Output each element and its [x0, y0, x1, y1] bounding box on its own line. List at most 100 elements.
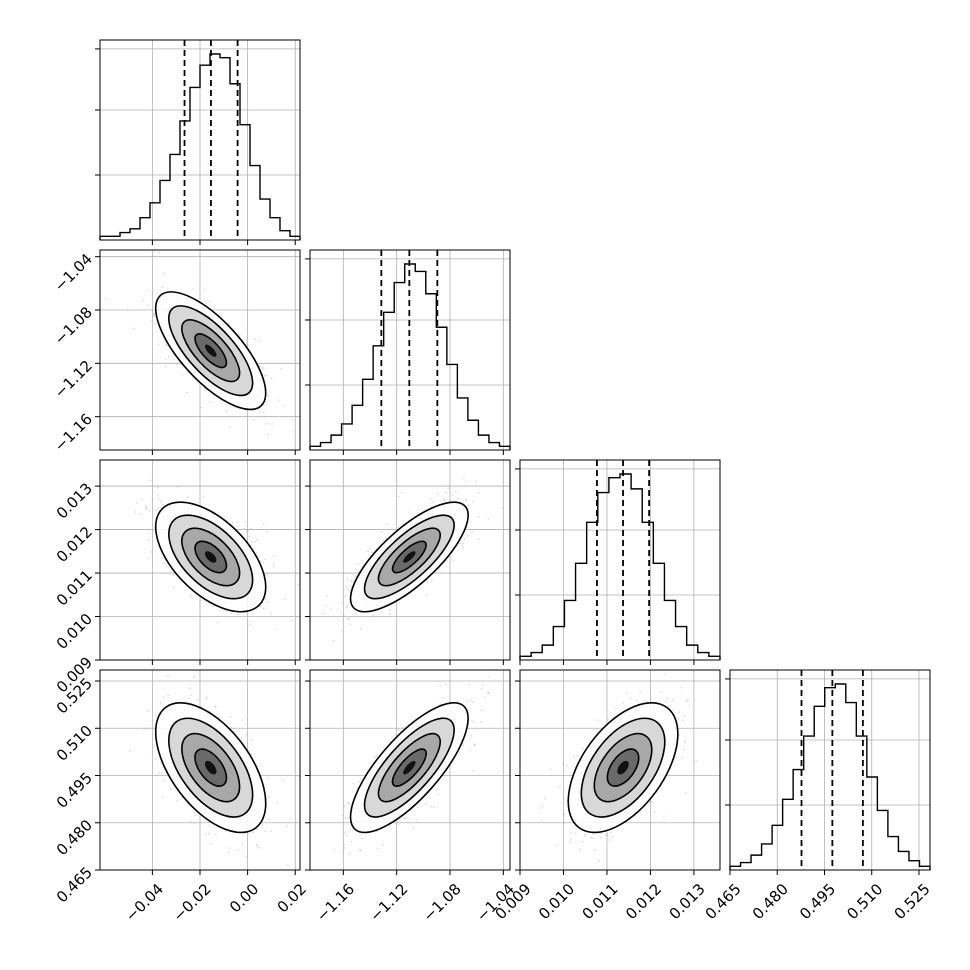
sample-point: [360, 628, 362, 631]
sample-point: [267, 433, 269, 436]
sample-point: [442, 696, 444, 699]
sample-point: [683, 715, 686, 718]
sample-point: [412, 827, 415, 829]
sample-point: [349, 853, 351, 855]
contour-3: [391, 748, 427, 787]
sample-point: [161, 765, 164, 768]
sample-point: [381, 610, 383, 613]
sample-point: [389, 825, 392, 827]
sample-point: [347, 588, 349, 591]
sample-point: [149, 479, 152, 481]
sample-point: [191, 596, 193, 599]
sample-point: [471, 720, 473, 722]
sample-point: [574, 832, 577, 834]
sample-point: [139, 513, 142, 516]
sample-point: [432, 806, 435, 809]
contour-0: [154, 702, 267, 834]
sample-point: [250, 544, 253, 546]
sample-point: [563, 813, 566, 816]
xtick-label-p2-3: 0.012: [622, 880, 665, 923]
sample-point: [151, 498, 154, 501]
contour-0: [349, 501, 469, 613]
sample-point: [478, 516, 480, 518]
sample-point: [398, 823, 400, 825]
sample-point: [275, 801, 278, 804]
sample-point: [181, 373, 184, 376]
sample-point: [255, 538, 258, 541]
sample-point: [351, 580, 353, 583]
sample-point: [403, 817, 405, 820]
sample-point: [239, 334, 241, 337]
sample-point: [162, 503, 164, 506]
sample-point: [262, 404, 265, 407]
contour-0: [349, 702, 469, 834]
histogram-0: [99, 53, 301, 240]
sample-point: [266, 422, 269, 425]
sample-point: [370, 551, 373, 554]
sample-point: [145, 505, 148, 508]
sample-point: [346, 801, 349, 804]
contour-2: [377, 527, 441, 587]
sample-point: [167, 355, 170, 358]
sample-point: [158, 251, 161, 254]
xtick-label-p2-2: 0.011: [579, 880, 622, 923]
contour-3: [194, 748, 228, 787]
sample-point: [148, 538, 150, 541]
sample-point: [443, 498, 445, 500]
sample-point: [161, 286, 164, 288]
density-level-4: [204, 760, 217, 775]
sample-point: [487, 676, 490, 678]
sample-point: [451, 494, 454, 497]
sample-point: [442, 499, 445, 502]
sample-point: [471, 531, 473, 533]
sample-point: [458, 751, 461, 754]
sample-point: [407, 817, 409, 820]
sample-point: [206, 696, 209, 699]
sample-point: [268, 452, 270, 454]
sample-point: [675, 756, 677, 759]
sample-point: [193, 676, 195, 678]
hist-panel-3: [725, 669, 931, 875]
sample-point: [462, 542, 464, 545]
sample-point: [350, 585, 353, 588]
sample-point: [177, 485, 180, 488]
sample-point: [375, 755, 378, 758]
sample-point: [326, 594, 329, 597]
sample-point: [349, 803, 351, 806]
sample-point: [487, 692, 490, 695]
sample-point: [244, 521, 247, 523]
contour-0: [567, 702, 679, 834]
sample-point: [245, 529, 248, 532]
sample-point: [217, 621, 219, 624]
sample-point: [570, 838, 572, 841]
sample-point: [167, 674, 169, 677]
sample-point: [152, 315, 155, 318]
sample-point: [466, 535, 469, 537]
sample-point: [541, 804, 544, 807]
sample-point: [322, 612, 324, 615]
sample-point: [267, 796, 270, 799]
sample-point: [565, 764, 568, 767]
sample-point: [270, 613, 273, 615]
sample-point: [148, 509, 151, 512]
sample-point: [264, 830, 267, 833]
sample-point: [227, 851, 230, 854]
sample-point: [664, 700, 667, 702]
sample-point: [611, 835, 614, 838]
sample-point: [559, 786, 561, 788]
histogram-2: [519, 473, 721, 660]
sample-point: [153, 312, 156, 315]
sample-point: [687, 699, 689, 702]
sample-point: [146, 528, 149, 531]
sample-point: [189, 594, 192, 597]
sample-point: [278, 399, 280, 402]
contour-2: [377, 732, 441, 803]
xtick-label-p3-2: 0.495: [796, 880, 839, 923]
sample-point: [614, 707, 617, 710]
sample-point: [142, 299, 145, 302]
sample-point: [447, 487, 450, 489]
sample-point: [153, 314, 156, 316]
sample-point: [249, 624, 252, 626]
sample-point: [223, 609, 226, 612]
sample-point: [487, 518, 490, 520]
